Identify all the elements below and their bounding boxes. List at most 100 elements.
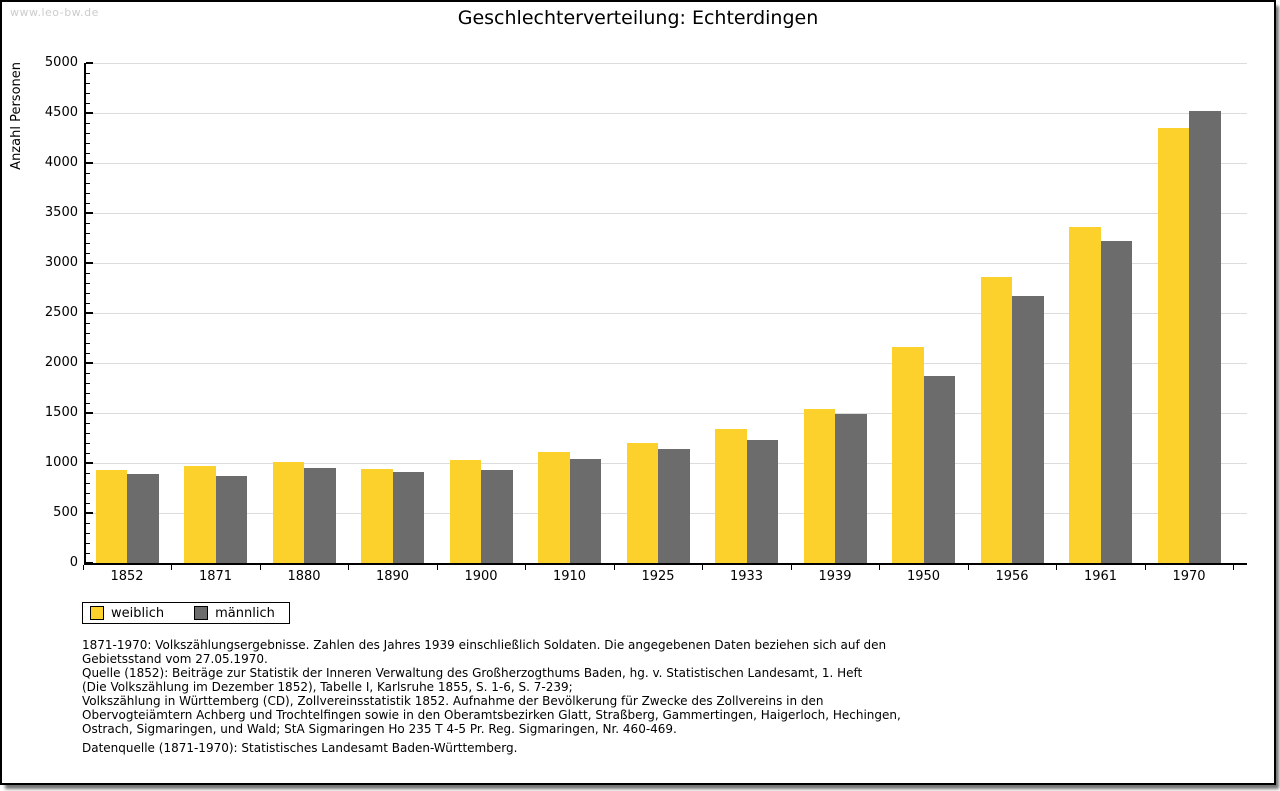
legend-item-weiblich: weiblich — [90, 606, 164, 620]
x-tick — [171, 565, 173, 570]
y-minor-tick — [86, 243, 90, 244]
x-tick — [1233, 565, 1235, 570]
legend-label-maennlich: männlich — [215, 605, 275, 621]
x-tick — [967, 565, 969, 570]
footnote-line: 1871-1970: Volkszählungsergebnisse. Zahl… — [82, 638, 887, 652]
x-tick-label-1925: 1925 — [641, 569, 675, 584]
y-axis-title: Anzahl Personen — [9, 62, 24, 170]
gridline — [86, 313, 1247, 314]
y-minor-tick — [86, 353, 90, 354]
y-tick-label: 2000 — [44, 355, 78, 370]
footnote-line: Volkszählung in Württemberg (CD), Zollve… — [82, 694, 824, 708]
bar-maennlich-1970 — [1189, 110, 1221, 563]
bar-weiblich-1939 — [803, 408, 835, 563]
y-major-tick — [86, 462, 93, 464]
y-major-tick — [86, 512, 93, 514]
bar-maennlich-1961 — [1100, 240, 1132, 563]
legend-swatch-weiblich — [90, 606, 104, 620]
x-tick — [1056, 565, 1058, 570]
bar-maennlich-1910 — [569, 458, 601, 563]
bar-weiblich-1890 — [361, 468, 393, 563]
y-minor-tick — [86, 203, 90, 204]
legend-item-maennlich: männlich — [194, 606, 275, 620]
gridline — [86, 63, 1247, 64]
y-major-tick — [86, 112, 93, 114]
x-tick-label-1890: 1890 — [375, 569, 410, 584]
y-tick-label: 1000 — [44, 455, 78, 470]
bar-maennlich-1956 — [1012, 296, 1044, 563]
y-tick-label: 3000 — [44, 255, 78, 270]
bar-weiblich-1950 — [892, 346, 924, 563]
y-major-tick — [86, 212, 93, 214]
y-major-tick — [86, 62, 93, 64]
x-tick — [702, 565, 704, 570]
y-minor-tick — [86, 283, 90, 284]
y-minor-tick — [86, 153, 90, 154]
y-minor-tick — [86, 73, 90, 74]
footnote-line: Gebietsstand vom 27.05.1970. — [82, 652, 268, 666]
y-tick-label: 2500 — [44, 305, 78, 320]
y-tick-label: 0 — [69, 555, 78, 570]
y-minor-tick — [86, 173, 90, 174]
y-minor-tick — [86, 383, 90, 384]
y-minor-tick — [86, 133, 90, 134]
x-tick-label-1852: 1852 — [110, 569, 144, 584]
x-tick-label-1956: 1956 — [995, 569, 1029, 584]
bar-weiblich-1961 — [1069, 226, 1101, 563]
y-major-tick — [86, 262, 93, 264]
y-minor-tick — [86, 333, 90, 334]
bar-weiblich-1910 — [538, 452, 570, 563]
gridline — [86, 163, 1247, 164]
y-minor-tick — [86, 303, 90, 304]
y-minor-tick — [86, 323, 90, 324]
x-tick — [82, 565, 84, 570]
y-minor-tick — [86, 93, 90, 94]
x-tick — [259, 565, 261, 570]
y-minor-tick — [86, 493, 90, 494]
bar-weiblich-1956 — [980, 277, 1012, 563]
gridline — [86, 413, 1247, 414]
y-minor-tick — [86, 393, 90, 394]
gridline — [86, 113, 1247, 114]
y-minor-tick — [86, 423, 90, 424]
gridline — [86, 363, 1247, 364]
y-axis-line — [84, 63, 86, 565]
bar-maennlich-1950 — [923, 375, 955, 563]
y-tick-label: 500 — [53, 505, 78, 520]
x-tick — [790, 565, 792, 570]
y-minor-tick — [86, 183, 90, 184]
y-major-tick — [86, 412, 93, 414]
y-minor-tick — [86, 373, 90, 374]
x-tick-label-1871: 1871 — [198, 569, 233, 584]
bar-maennlich-1880 — [304, 467, 336, 563]
y-minor-tick — [86, 193, 90, 194]
y-tick-label: 4500 — [44, 105, 78, 120]
y-minor-tick — [86, 233, 90, 234]
x-tick — [348, 565, 350, 570]
y-minor-tick — [86, 273, 90, 274]
footnote-line: (Die Volkszählung im Dezember 1852), Tab… — [82, 680, 573, 694]
datasource-line: Datenquelle (1871-1970): Statistisches L… — [82, 741, 518, 755]
bar-maennlich-1933 — [746, 440, 778, 563]
bar-weiblich-1852 — [95, 470, 127, 563]
x-tick-label-1933: 1933 — [729, 569, 764, 584]
x-tick-label-1880: 1880 — [287, 569, 321, 584]
y-minor-tick — [86, 293, 90, 294]
x-tick-label-1910: 1910 — [552, 569, 587, 584]
y-tick-label: 3500 — [44, 205, 78, 220]
y-minor-tick — [86, 83, 90, 84]
y-minor-tick — [86, 123, 90, 124]
y-minor-tick — [86, 553, 90, 554]
x-tick — [613, 565, 615, 570]
y-minor-tick — [86, 443, 90, 444]
y-major-tick — [86, 162, 93, 164]
bar-weiblich-1900 — [449, 459, 481, 563]
footnote-line: Obervogteiämtern Achberg und Trochtelfin… — [82, 708, 901, 722]
bar-weiblich-1880 — [272, 461, 304, 563]
legend-swatch-maennlich — [194, 606, 209, 620]
bar-maennlich-1890 — [392, 472, 424, 563]
x-tick — [1144, 565, 1146, 570]
y-minor-tick — [86, 543, 90, 544]
x-axis-line — [84, 563, 1247, 565]
